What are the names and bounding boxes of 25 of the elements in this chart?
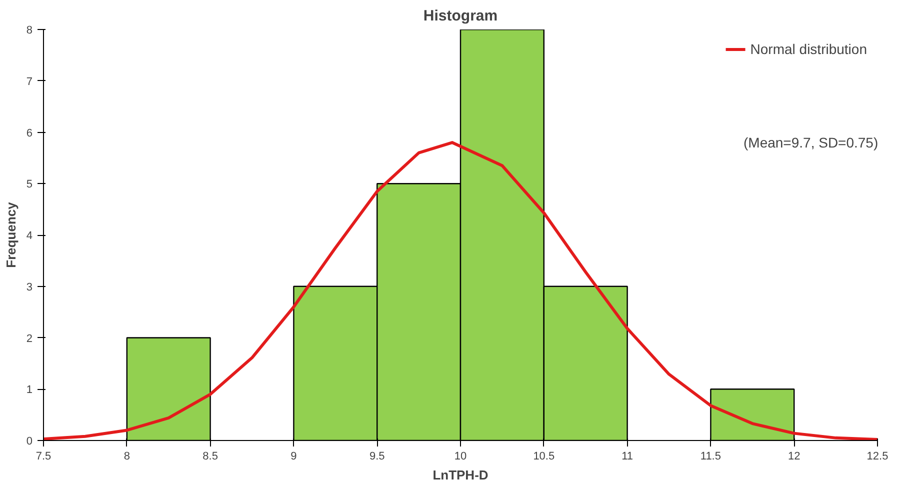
y-tick-label: 3 — [26, 281, 33, 294]
x-tick-label: 8 — [124, 450, 130, 462]
annotation: (Mean=9.7, SD=0.75) — [744, 134, 878, 150]
y-tick-label: 0 — [26, 436, 33, 448]
y-tick-label: 7 — [26, 76, 33, 88]
legend-label: Normal distribution — [750, 41, 867, 57]
x-tick-label: 10.5 — [533, 450, 555, 462]
y-tick-label: 4 — [26, 230, 33, 242]
x-tick-label: 9.5 — [369, 450, 385, 462]
y-axis-title: Frequency — [3, 201, 18, 268]
x-tick-label: 11 — [622, 450, 634, 462]
x-tick-label: 10 — [454, 450, 467, 462]
x-tick-label: 7.5 — [36, 450, 52, 462]
y-tick-label: 1 — [26, 384, 33, 396]
x-tick-label: 9 — [290, 450, 297, 462]
x-tick-label: 12.5 — [866, 450, 888, 462]
y-tick-label: 6 — [26, 127, 33, 140]
y-tick-label: 2 — [26, 332, 33, 345]
x-tick-label: 11.5 — [700, 450, 721, 462]
y-tick-label: 8 — [26, 24, 33, 36]
x-tick-label: 8.5 — [202, 450, 218, 462]
x-axis-title: LnTPH-D — [432, 468, 488, 482]
y-tick-label: 5 — [26, 178, 33, 191]
x-tick-label: 12 — [788, 450, 800, 462]
chart-title: Histogram — [423, 8, 498, 24]
